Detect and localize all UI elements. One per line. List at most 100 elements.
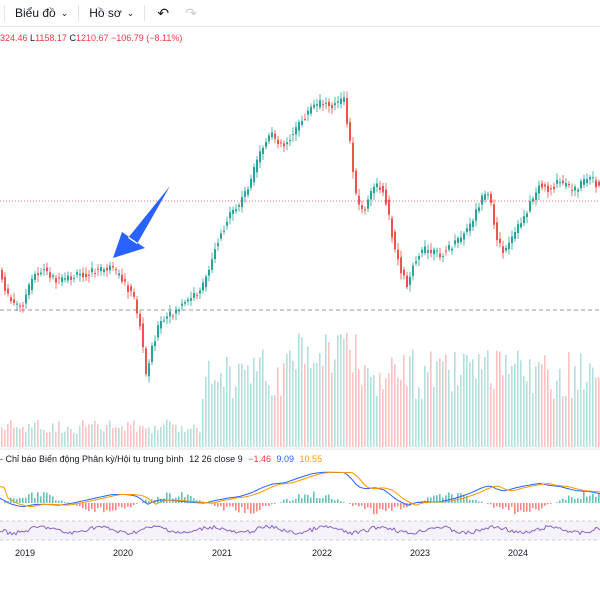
x-tick-label: 2019 xyxy=(14,548,36,558)
macd-legend[interactable]: - Chỉ báo Biến động Phân kỳ/Hội tụ trung… xyxy=(0,454,323,464)
volume-bar xyxy=(199,432,201,447)
candle-body xyxy=(472,220,474,228)
candle-body xyxy=(61,277,63,282)
candle-body xyxy=(22,305,24,307)
volume-bar xyxy=(481,369,483,447)
candle-body xyxy=(157,325,159,338)
candle-body xyxy=(130,286,132,291)
candle-body xyxy=(334,103,336,106)
volume-bar xyxy=(214,379,216,447)
volume-bar xyxy=(175,425,177,447)
macd-histogram-bar xyxy=(385,503,387,512)
volume-bar xyxy=(436,361,438,447)
macd-histogram-bar xyxy=(523,503,525,512)
profile-menu-button[interactable]: Hồ sơ ⌄ xyxy=(83,0,140,26)
candle-body xyxy=(46,267,48,272)
macd-histogram-bar xyxy=(394,503,396,507)
candle-body xyxy=(265,142,267,147)
macd-histogram-bar xyxy=(358,503,360,507)
volume-bar xyxy=(520,360,522,447)
candle-body xyxy=(127,285,129,292)
macd-histogram-bar xyxy=(331,498,333,503)
candle-body xyxy=(583,179,585,185)
candle-body xyxy=(196,294,198,296)
candle-body xyxy=(97,268,99,270)
macd-histogram-bar xyxy=(511,503,513,507)
candle-body xyxy=(202,282,204,291)
candle-body xyxy=(55,278,57,283)
candle-body xyxy=(589,177,591,180)
macd-histogram-bar xyxy=(85,503,87,510)
volume-bar xyxy=(316,363,318,447)
candle-body xyxy=(367,199,369,209)
volume-bar xyxy=(286,353,288,447)
volume-bar xyxy=(532,393,534,447)
chevron-down-icon: ⌄ xyxy=(60,7,69,18)
macd-histogram-bar xyxy=(169,493,171,503)
candle-body xyxy=(76,272,78,275)
candle-body xyxy=(121,274,123,282)
candle-body xyxy=(28,284,30,296)
macd-histogram-bar xyxy=(250,503,252,514)
volume-bar xyxy=(352,372,354,447)
volume-bar xyxy=(304,363,306,447)
macd-histogram-bar xyxy=(445,495,447,503)
candle-body xyxy=(211,259,213,270)
candle-body xyxy=(253,167,255,183)
candle-body xyxy=(352,142,354,172)
volume-bar xyxy=(307,346,309,447)
time-axis[interactable]: 2019 2020 2021 2022 2023 2024 xyxy=(0,543,600,563)
candle-body xyxy=(358,195,360,205)
macd-histogram-bar xyxy=(469,499,471,503)
macd-histogram-bar xyxy=(322,498,324,503)
candle-body xyxy=(355,170,357,194)
candle-body xyxy=(160,320,162,329)
macd-histogram-bar xyxy=(286,498,288,503)
macd-histogram-bar xyxy=(4,501,6,503)
macd-histogram-bar xyxy=(268,503,270,506)
volume-bar xyxy=(154,425,156,447)
volume-bar xyxy=(241,363,243,447)
candle-body xyxy=(217,243,219,247)
candle-body xyxy=(244,191,246,197)
candle-body xyxy=(496,222,498,241)
volume-bar xyxy=(226,356,228,447)
candle-body xyxy=(103,269,105,272)
macd-signal-value: 10.55 xyxy=(299,454,323,464)
candle-body xyxy=(214,249,216,260)
candle-body xyxy=(115,269,117,271)
volume-bar xyxy=(343,338,345,447)
candle-body xyxy=(487,194,489,196)
candle-body xyxy=(304,118,306,120)
volume-bar xyxy=(562,396,564,447)
volume-bar xyxy=(202,398,204,447)
undo-icon[interactable]: ↶ xyxy=(157,4,170,21)
candle-body xyxy=(421,249,423,253)
volume-bar xyxy=(220,373,222,447)
macd-histogram-bar xyxy=(271,503,273,505)
redo-icon[interactable]: ↷ xyxy=(185,4,197,21)
volume-bar xyxy=(493,388,495,447)
volume-bar xyxy=(52,423,54,447)
volume-bar xyxy=(451,391,453,447)
candle-body xyxy=(376,183,378,188)
volume-bar xyxy=(508,374,510,447)
macd-histogram-bar xyxy=(427,497,429,503)
macd-histogram-bar xyxy=(349,503,351,505)
candle-body xyxy=(586,179,588,184)
volume-bar xyxy=(118,428,120,447)
volume-bar xyxy=(397,377,399,447)
volume-bar xyxy=(112,427,114,447)
volume-bar xyxy=(25,431,27,447)
volume-bar xyxy=(187,429,189,447)
macd-histogram-bar xyxy=(340,501,342,503)
chart-menu-button[interactable]: Biểu đồ ⌄ xyxy=(9,0,74,26)
volume-bar xyxy=(568,352,570,447)
candle-body xyxy=(556,179,558,184)
macd-histogram-bar xyxy=(280,502,282,503)
macd-histogram-bar xyxy=(433,495,435,503)
volume-bar xyxy=(190,428,192,447)
x-tick-label: 2022 xyxy=(311,548,333,558)
macd-histogram-bar xyxy=(367,503,369,508)
